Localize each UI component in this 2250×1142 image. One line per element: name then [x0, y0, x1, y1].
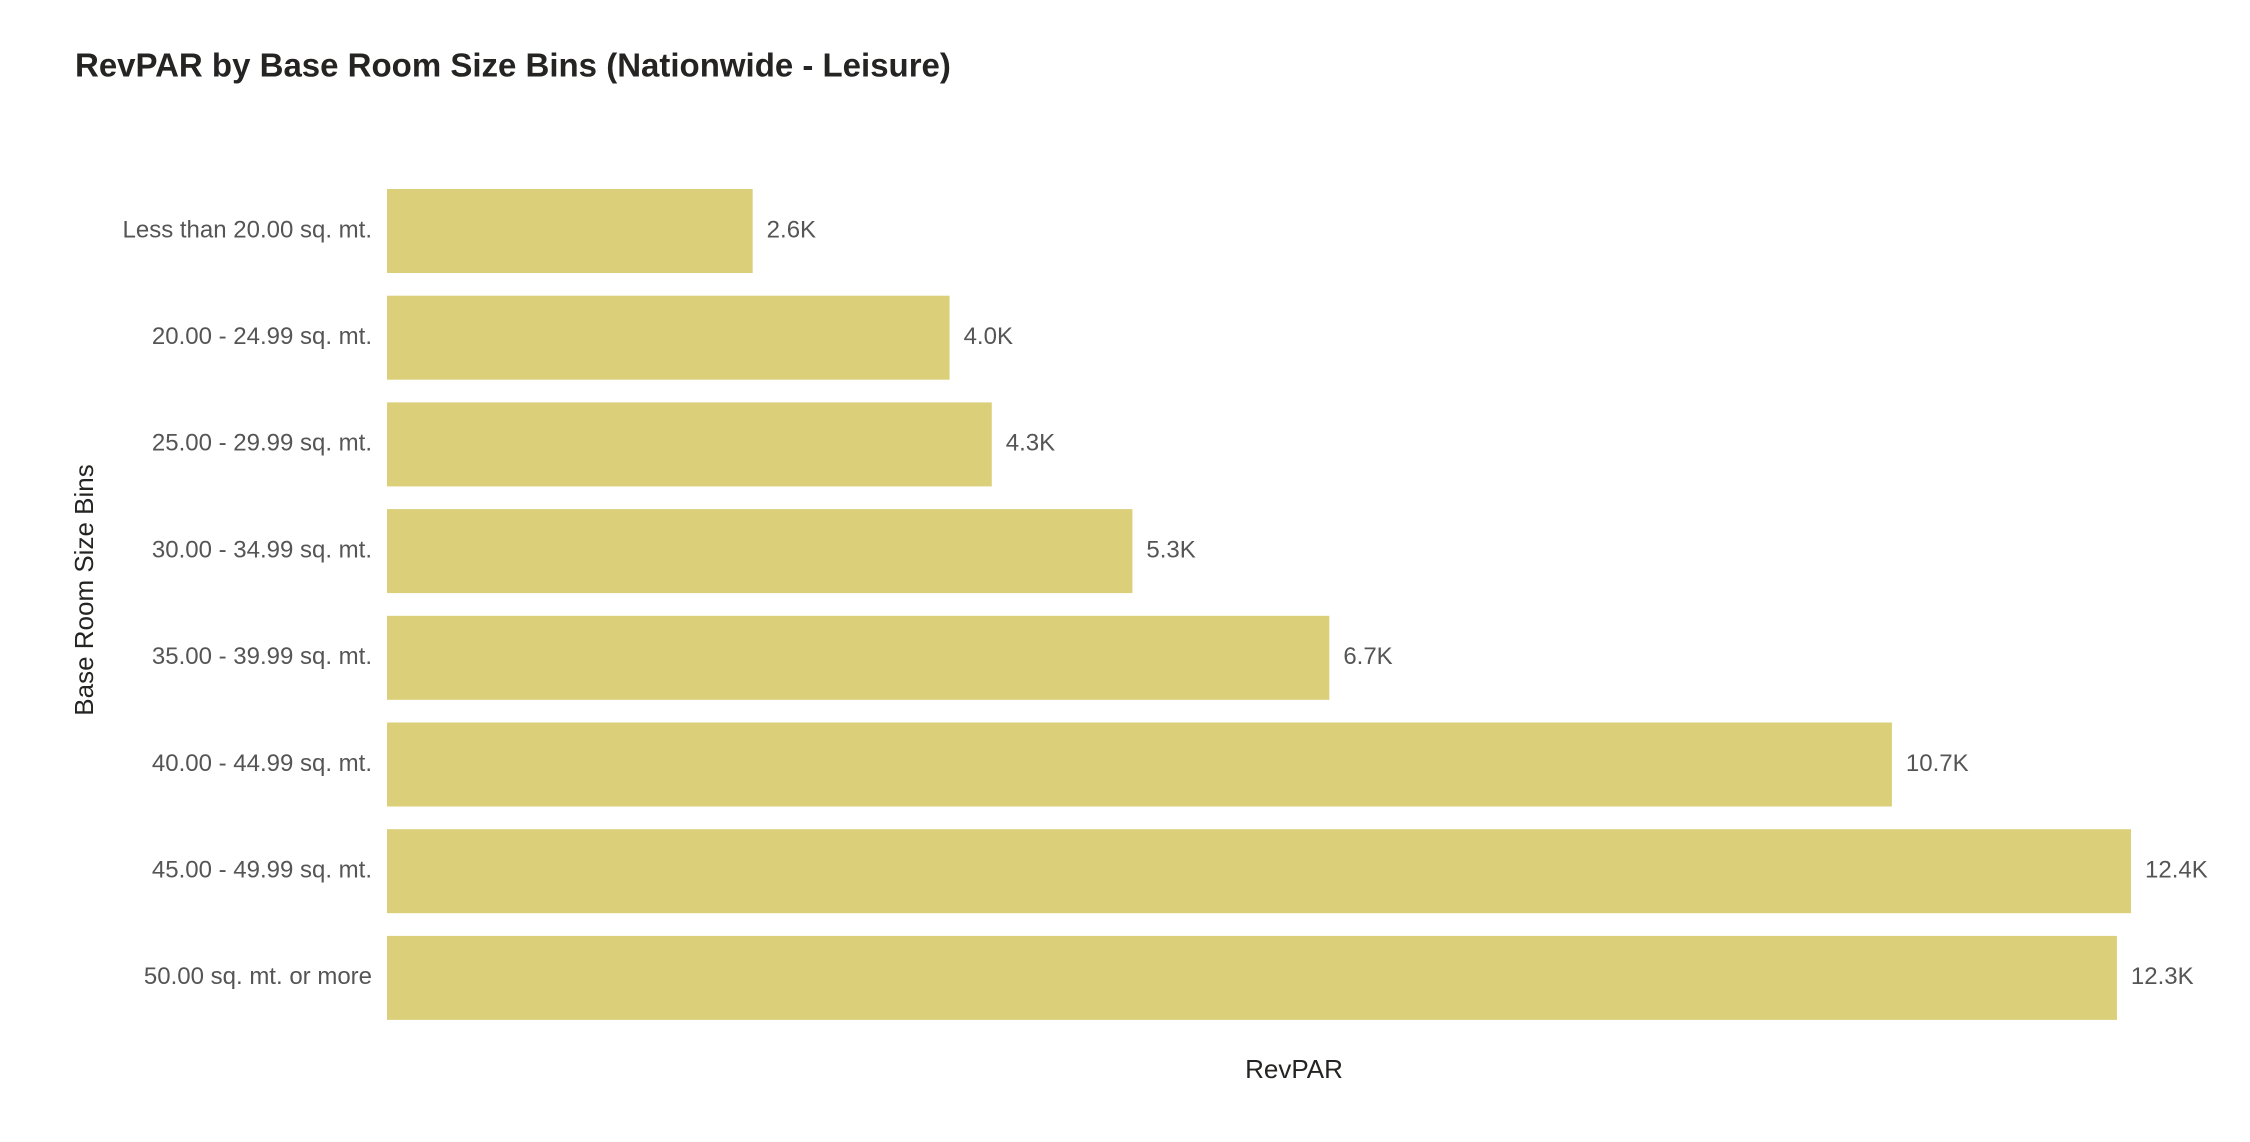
y-tick-label: 35.00 - 39.99 sq. mt.	[152, 643, 372, 670]
y-tick-label: 20.00 - 24.99 sq. mt.	[152, 323, 372, 350]
y-tick-label: Less than 20.00 sq. mt.	[123, 216, 372, 243]
x-axis-title: RevPAR	[1245, 1054, 1343, 1084]
data-label: 5.3K	[1146, 536, 1195, 563]
bar	[387, 722, 1892, 807]
y-axis-title: Base Room Size Bins	[69, 464, 99, 715]
data-label: 12.3K	[2131, 963, 2194, 990]
data-label: 4.3K	[1006, 430, 1055, 457]
y-tick-label: 25.00 - 29.99 sq. mt.	[152, 430, 372, 457]
data-label: 2.6K	[767, 216, 816, 243]
y-tick-label: 50.00 sq. mt. or more	[144, 963, 372, 990]
chart-title: RevPAR by Base Room Size Bins (Nationwid…	[75, 47, 951, 84]
bar	[387, 402, 992, 487]
data-label: 10.7K	[1906, 750, 1969, 777]
data-label: 4.0K	[964, 323, 1013, 350]
data-label: 6.7K	[1343, 643, 1392, 670]
y-tick-label: 45.00 - 49.99 sq. mt.	[152, 857, 372, 884]
bar	[387, 829, 2131, 914]
bar	[387, 935, 2117, 1020]
data-label: 12.4K	[2145, 857, 2208, 884]
bar	[387, 509, 1133, 594]
y-tick-label: 40.00 - 44.99 sq. mt.	[152, 750, 372, 777]
bar	[387, 295, 950, 380]
bar	[387, 189, 753, 273]
bar	[387, 615, 1330, 700]
y-tick-label: 30.00 - 34.99 sq. mt.	[152, 536, 372, 563]
